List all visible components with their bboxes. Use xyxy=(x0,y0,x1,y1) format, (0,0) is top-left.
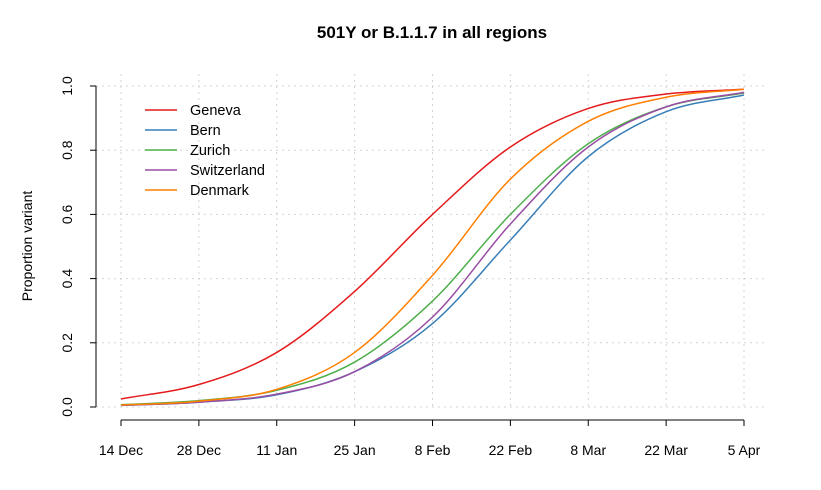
axes: 14 Dec 28 Dec 11 Jan 25 Jan 8 Feb 22 Feb 8 Mar… xyxy=(59,76,761,458)
y-tick-label: 0.2 xyxy=(59,333,75,353)
y-tick-label: 0.8 xyxy=(59,140,75,160)
y-axis-label: Proportion variant xyxy=(19,191,35,302)
series-line-geneva xyxy=(120,88,745,400)
series-line-switzerland xyxy=(120,91,745,407)
legend-item-switzerland: Switzerland xyxy=(145,163,265,179)
legend-label: Zurich xyxy=(190,143,230,159)
x-tick-label: 22 Mar xyxy=(644,442,688,458)
x-tick-label: 22 Feb xyxy=(489,442,533,458)
legend-label: Geneva xyxy=(190,103,242,119)
x-tick-label: 5 Apr xyxy=(728,442,761,458)
grid xyxy=(96,74,764,408)
y-tick-label: 1.0 xyxy=(59,76,75,96)
legend-label: Denmark xyxy=(190,183,250,199)
legend-item-bern: Bern xyxy=(145,123,221,139)
legend-item-zurich: Zurich xyxy=(145,143,230,159)
legend-label: Bern xyxy=(190,123,221,139)
series-line-denmark xyxy=(120,88,745,406)
legend-item-geneva: Geneva xyxy=(145,103,242,119)
legend: Geneva Bern Zurich Switzerland Denmark xyxy=(145,103,265,199)
x-tick-label: 8 Mar xyxy=(570,442,606,458)
x-tick-label: 25 Jan xyxy=(334,442,376,458)
x-tick-label: 28 Dec xyxy=(177,442,221,458)
x-tick-label: 11 Jan xyxy=(256,442,297,458)
series-layer xyxy=(120,88,745,407)
legend-item-denmark: Denmark xyxy=(145,183,250,199)
y-tick-label: 0.0 xyxy=(59,397,75,417)
x-tick-label: 8 Feb xyxy=(415,442,451,458)
chart-title: 501Y or B.1.1.7 in all regions xyxy=(317,23,547,42)
x-tick-label: 14 Dec xyxy=(99,442,143,458)
legend-label: Switzerland xyxy=(190,163,265,179)
y-tick-label: 0.4 xyxy=(59,269,75,289)
y-tick-label: 0.6 xyxy=(59,204,75,224)
